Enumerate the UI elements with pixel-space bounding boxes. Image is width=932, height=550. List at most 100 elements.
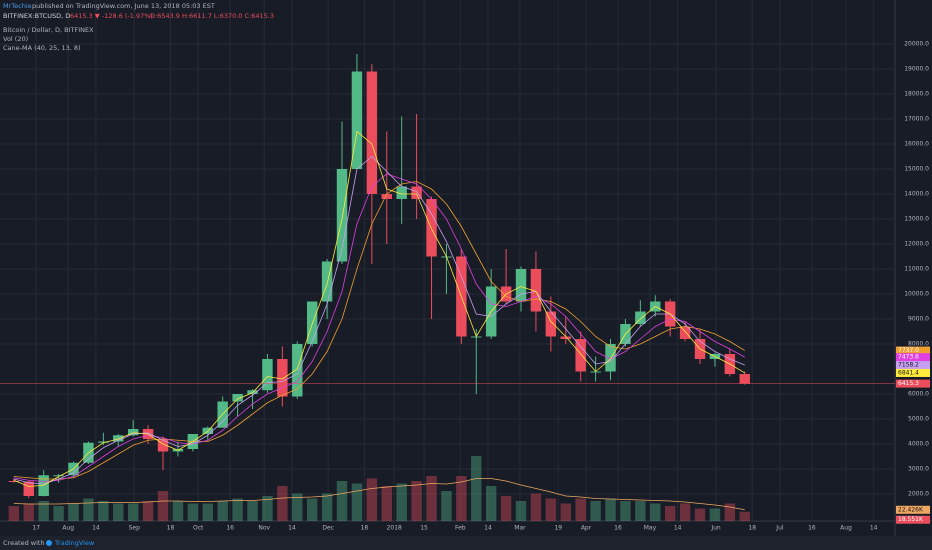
price-tag <box>896 346 930 355</box>
price-tag <box>896 505 930 514</box>
x-tick-label: 2018 <box>387 525 402 532</box>
y-tick-label: 8000.0 <box>908 341 929 348</box>
volume-bar <box>500 496 512 521</box>
ma-line <box>13 155 745 485</box>
y-tick-label: 9000.0 <box>908 316 929 323</box>
candle-body <box>366 71 378 194</box>
x-tick-label: Jun <box>710 525 721 532</box>
y-tick-label: 20000.0 <box>904 41 929 48</box>
volume-bar <box>635 501 646 521</box>
x-tick-label: 18 <box>748 525 756 532</box>
volume-bar <box>157 491 169 521</box>
candle-body <box>127 429 139 436</box>
y-tick-label: 4000.0 <box>908 441 929 448</box>
y-tick-label: 11000.0 <box>904 266 929 273</box>
candle-body <box>98 441 109 443</box>
volume-bar <box>679 503 691 521</box>
x-tick-label: Mar <box>514 525 526 532</box>
x-tick-label: Nov <box>258 525 270 532</box>
candle-body <box>679 326 691 339</box>
price-tag <box>896 353 930 362</box>
candle-body <box>292 344 303 397</box>
volume-bar <box>620 501 631 521</box>
legend-ma: Cane-MA (40, 25, 13, 8) <box>3 44 81 52</box>
footer-created: Created with <box>3 539 45 547</box>
volume-bar <box>426 476 437 521</box>
volume-bar <box>545 498 557 521</box>
volume-bar <box>351 483 363 521</box>
volume-bar <box>38 501 49 521</box>
volume-bar <box>292 493 303 521</box>
y-tick-label: 16000.0 <box>904 141 929 148</box>
price-tag <box>896 379 930 388</box>
candle-body <box>515 269 527 302</box>
x-tick-label: Sep <box>129 525 141 532</box>
y-tick-label: 17000.0 <box>904 116 929 123</box>
price-tag-label: 6841.4 <box>898 369 919 376</box>
candle-body <box>545 311 557 337</box>
x-tick-label: 14 <box>288 525 296 532</box>
price-tag-label: 7473.6 <box>898 354 919 361</box>
legend-main: Bitcoin / Dollar, D, BITFINEX <box>3 26 94 34</box>
y-tick-label: 5000.0 <box>908 416 929 423</box>
volume-bar <box>560 503 571 521</box>
y-tick-label: 2000.0 <box>908 491 929 498</box>
x-tick-label: Feb <box>455 525 466 532</box>
price-tag <box>896 361 930 370</box>
candle-body <box>262 359 273 391</box>
legend-vol: Vol (20) <box>3 35 28 43</box>
candle-body <box>23 481 34 496</box>
x-tick-label: 15 <box>420 525 428 532</box>
volume-bar <box>127 503 139 521</box>
x-tick-label: 16 <box>808 525 816 532</box>
y-tick-label: 3000.0 <box>908 466 929 473</box>
y-tick-label: 12000.0 <box>904 241 929 248</box>
volume-bar <box>98 501 109 521</box>
y-tick-label: 19000.0 <box>904 66 929 73</box>
candle-body <box>8 481 20 482</box>
volume-bar <box>575 498 586 521</box>
volume-bar <box>441 491 452 521</box>
candle-body <box>113 435 124 442</box>
x-tick-label: Jul <box>775 525 784 532</box>
x-tick-label: 17 <box>32 525 40 532</box>
volume-bar <box>187 503 199 521</box>
candle-body <box>575 339 586 372</box>
x-tick-label: Dec <box>322 525 334 532</box>
volume-bar <box>247 501 258 521</box>
x-tick-label: Oct <box>193 525 204 532</box>
y-tick-label: 6000.0 <box>908 391 929 398</box>
price-tag-label: 6415.3 <box>898 380 919 387</box>
volume-bar <box>321 493 333 521</box>
volume-ma-line <box>13 478 745 511</box>
x-tick-label: 16 <box>226 525 234 532</box>
y-tick-label: 13000.0 <box>904 216 929 223</box>
volume-bar <box>605 498 616 521</box>
volume-bar <box>172 501 184 521</box>
volume-bar <box>456 476 467 521</box>
y-tick-label: 10000.0 <box>904 291 929 298</box>
x-tick-label: May <box>644 525 657 532</box>
candle-body <box>739 374 750 384</box>
candle-body <box>247 390 258 394</box>
footer-brand[interactable]: TradingView <box>54 539 95 547</box>
volume-bar <box>142 501 154 521</box>
x-tick-label: 18 <box>361 525 369 532</box>
candle-body <box>232 394 243 402</box>
plot-area <box>0 0 895 521</box>
volume-bar <box>739 511 750 521</box>
volume-bar <box>232 498 243 521</box>
footer-bar <box>0 536 932 550</box>
volume-bar <box>411 481 422 521</box>
volume-bar <box>217 501 228 521</box>
publisher[interactable]: MrTechie <box>3 2 32 10</box>
candle-body <box>277 359 288 397</box>
candle-body <box>53 475 64 477</box>
volume-bar <box>366 478 378 521</box>
candle-body <box>351 71 363 169</box>
x-tick-label: 19 <box>554 525 562 532</box>
price-tag <box>896 515 930 524</box>
x-tick-label: 16 <box>614 525 622 532</box>
candle-body <box>560 336 571 339</box>
volume-bar <box>262 496 273 521</box>
